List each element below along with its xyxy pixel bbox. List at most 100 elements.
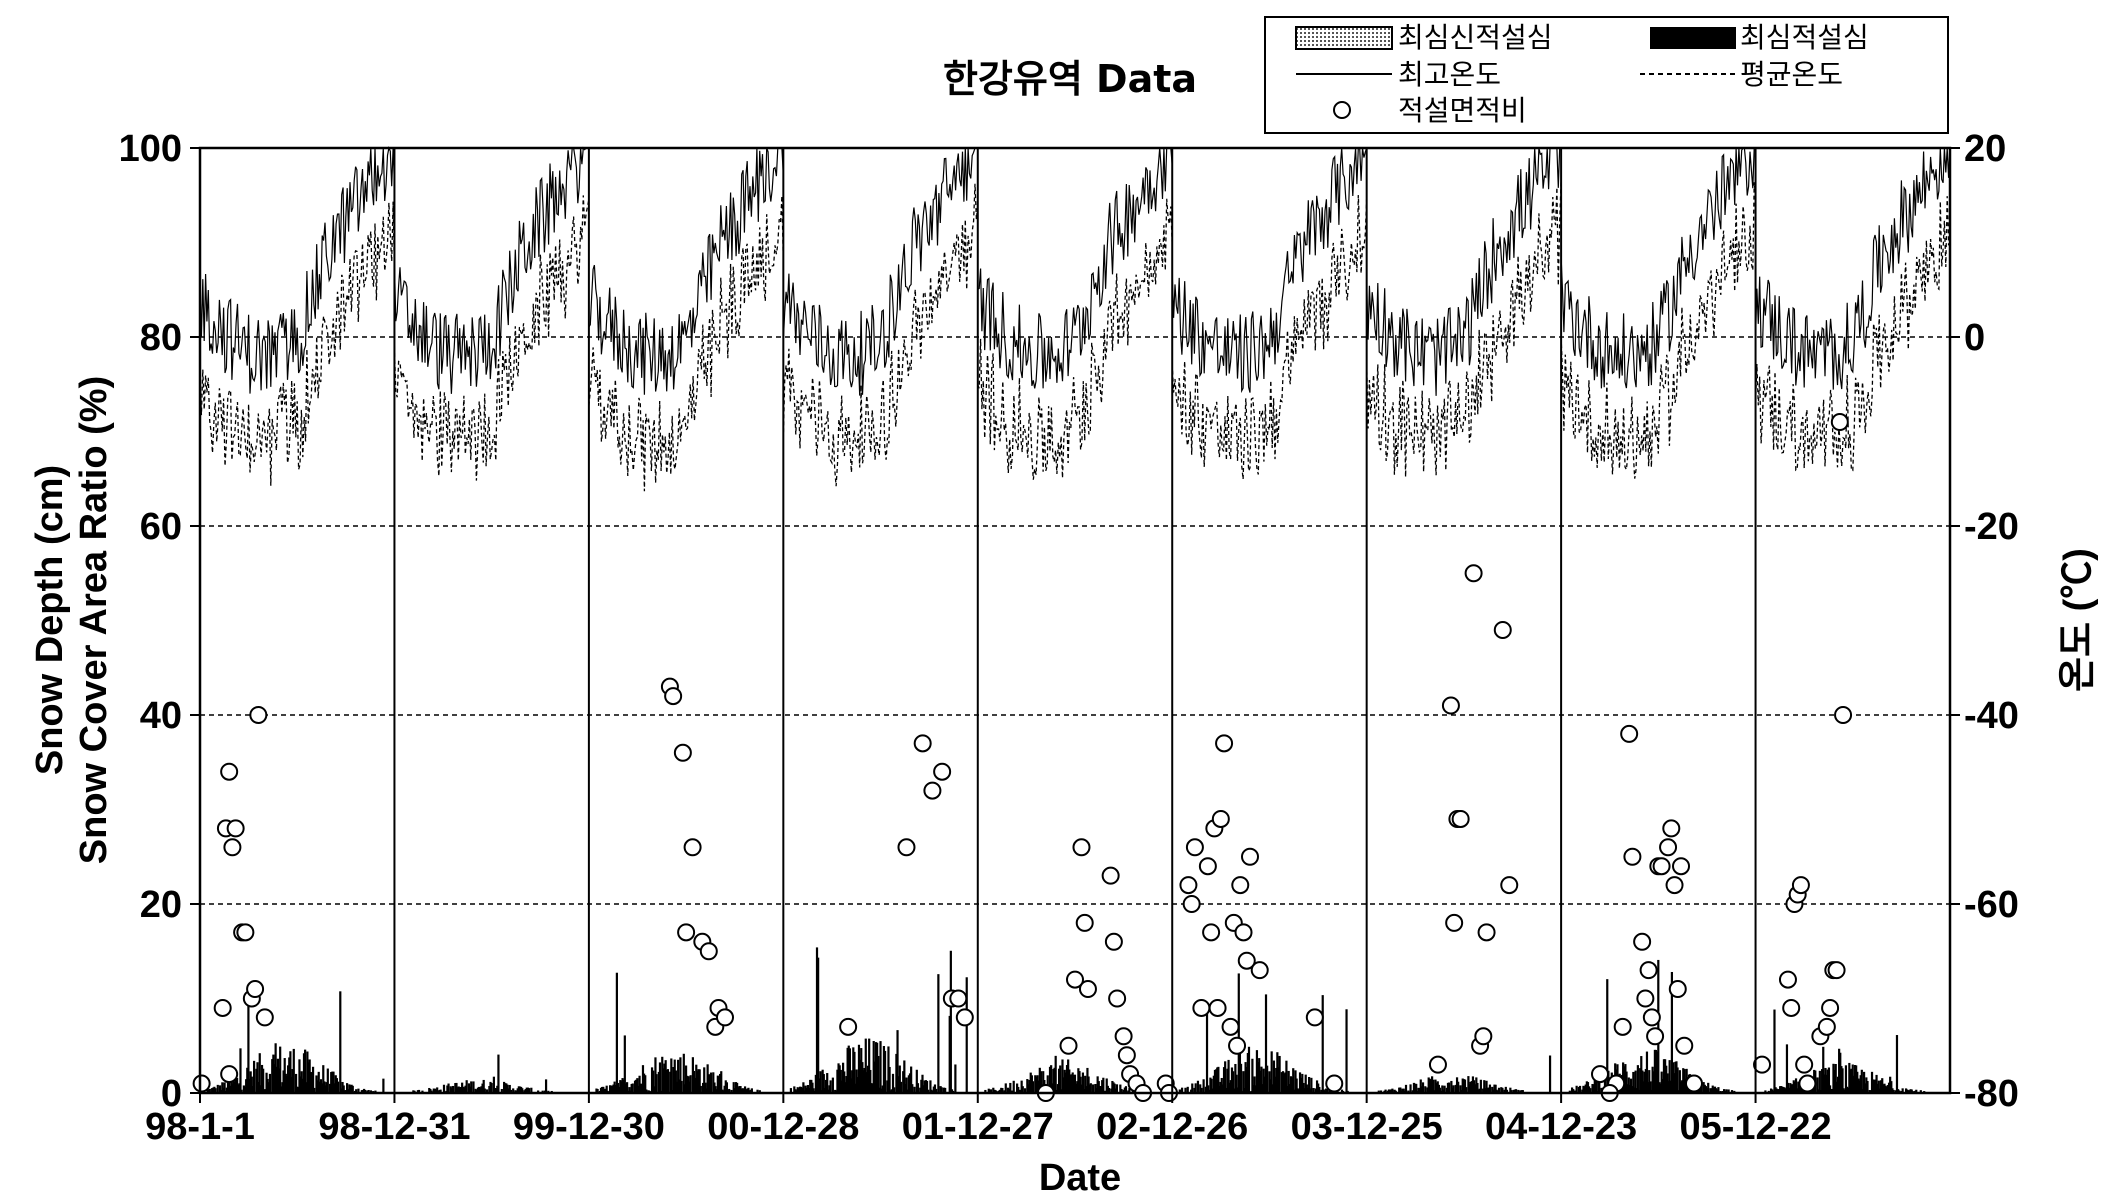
snow-depth-bar bbox=[1070, 1074, 1073, 1093]
snow-depth-bar bbox=[1891, 1088, 1894, 1093]
snow-depth-bar bbox=[1827, 1067, 1831, 1093]
snow-depth-bar bbox=[851, 1070, 854, 1093]
snow-depth-bar bbox=[1707, 1082, 1710, 1093]
snow-depth-bar bbox=[672, 1067, 675, 1093]
snow-depth-bar bbox=[243, 1086, 247, 1093]
snow-depth-bar bbox=[1304, 1074, 1307, 1093]
snow-depth-bar bbox=[1874, 1079, 1877, 1093]
snow-depth-bar bbox=[1632, 1071, 1635, 1093]
snow-depth-bar bbox=[839, 1069, 842, 1093]
snow-depth-bar bbox=[1003, 1090, 1006, 1093]
snow-depth-bar bbox=[1096, 1076, 1099, 1093]
snow-depth-bar bbox=[1816, 1077, 1819, 1093]
scar-point bbox=[1441, 696, 1460, 715]
snow-depth-bar bbox=[457, 1086, 460, 1093]
snow-depth-bar bbox=[1213, 1069, 1217, 1093]
snow-depth-bar bbox=[485, 1089, 489, 1093]
snow-depth-bar bbox=[1317, 1083, 1320, 1093]
snow-depth-bar bbox=[1780, 1086, 1783, 1093]
snow-depth-bar bbox=[889, 1090, 892, 1093]
snow-depth-bar bbox=[468, 1086, 472, 1093]
snow-depth-bar bbox=[822, 1074, 825, 1093]
scar-point bbox=[1684, 1074, 1703, 1093]
snow-depth-bar bbox=[903, 1060, 906, 1093]
snow-depth-bar bbox=[823, 1087, 827, 1093]
scar-point bbox=[1185, 838, 1204, 857]
snow-depth-bar bbox=[1030, 1075, 1033, 1093]
snow-depth-bar bbox=[640, 1083, 643, 1093]
snow-depth-bar bbox=[212, 1087, 215, 1093]
snow-depth-bar bbox=[1842, 1088, 1845, 1093]
snow-depth-bar bbox=[721, 1089, 724, 1093]
snow-depth-bar bbox=[809, 1079, 812, 1093]
scar-point bbox=[1208, 998, 1227, 1017]
snow-depth-bar bbox=[1501, 1087, 1504, 1093]
mean-temp-line bbox=[1171, 194, 1368, 480]
snow-depth-bar bbox=[803, 1090, 806, 1093]
y2-tick-label: -20 bbox=[1964, 506, 2019, 548]
max-temp-line bbox=[1366, 147, 1562, 396]
snow-depth-bar bbox=[694, 1077, 697, 1093]
snow-depth-bar bbox=[876, 1042, 879, 1093]
snow-depth-bar bbox=[619, 1080, 622, 1093]
snow-depth-bar bbox=[1008, 1088, 1011, 1093]
snow-depth-bar bbox=[1101, 1080, 1104, 1093]
snow-depth-bar bbox=[1678, 1070, 1681, 1093]
scar-point bbox=[1117, 1046, 1136, 1065]
snow-depth-bar bbox=[1221, 1084, 1225, 1093]
scar-point bbox=[249, 706, 268, 724]
snow-depth-bar bbox=[1193, 1087, 1196, 1093]
snow-depth-bar bbox=[736, 1082, 739, 1093]
snow-depth-bar bbox=[846, 1047, 849, 1093]
snow-depth-bar bbox=[691, 1057, 694, 1093]
snow-depth-bar bbox=[1514, 1089, 1518, 1093]
snow-depth-bar bbox=[845, 1076, 848, 1093]
snow-depth-bar bbox=[935, 1088, 938, 1093]
scar-point bbox=[1101, 866, 1120, 885]
snow-depth-bar bbox=[1190, 1089, 1193, 1093]
snow-depth-bar bbox=[1862, 1071, 1866, 1093]
snow-depth-bar bbox=[621, 1078, 624, 1093]
snow-depth-bar bbox=[686, 1075, 689, 1093]
snow-depth-bar bbox=[289, 1051, 292, 1093]
snow-depth-bar bbox=[1222, 1067, 1226, 1093]
scar-point bbox=[955, 1008, 974, 1027]
snow-depth-bar bbox=[714, 1086, 717, 1093]
snow-depth-bar bbox=[1637, 1089, 1641, 1093]
y-axis-label-1: Snow Depth (cm) bbox=[29, 465, 71, 775]
snow-depth-bar bbox=[1824, 1067, 1827, 1093]
snow-depth-bar bbox=[1892, 1089, 1895, 1093]
snow-depth-bar bbox=[758, 1090, 761, 1093]
snow-depth-bar bbox=[340, 1088, 343, 1093]
x-tick-label: 98-12-31 bbox=[318, 1106, 470, 1148]
snow-depth-bar bbox=[1053, 1067, 1056, 1093]
scar-point bbox=[1642, 1008, 1661, 1027]
snow-depth-bar bbox=[1835, 1081, 1838, 1093]
snow-depth-bar bbox=[1679, 1081, 1683, 1093]
snow-depth-bar bbox=[1853, 1065, 1857, 1093]
snow-depth-bar bbox=[1665, 1065, 1668, 1093]
snow-depth-bar bbox=[1260, 1066, 1263, 1093]
snow-depth-bar bbox=[1288, 1084, 1291, 1093]
snow-depth-bar bbox=[698, 1069, 701, 1093]
snow-depth-bar bbox=[1894, 1090, 1897, 1093]
snow-depth-bar bbox=[1017, 1086, 1020, 1093]
snow-depth-bar bbox=[361, 1089, 365, 1093]
scar-point bbox=[1241, 847, 1259, 866]
snow-depth-bar bbox=[734, 1082, 738, 1093]
snow-depth-bar bbox=[1212, 1075, 1215, 1093]
snow-depth-bar bbox=[1308, 1077, 1311, 1093]
scar-point bbox=[839, 1017, 858, 1036]
snow-depth-bar bbox=[1769, 1088, 1773, 1093]
snow-depth-bar bbox=[1086, 1067, 1089, 1093]
scar-point bbox=[1659, 838, 1678, 857]
snow-depth-bar bbox=[458, 1087, 461, 1093]
snow-depth-bar bbox=[292, 1048, 295, 1093]
scar-point bbox=[1114, 1027, 1133, 1046]
snow-depth-bar bbox=[364, 1089, 367, 1093]
snow-depth-bar bbox=[890, 1089, 893, 1093]
snow-depth-bar bbox=[1467, 1076, 1470, 1093]
snow-depth-bar bbox=[1572, 1089, 1575, 1093]
snow-depth-bar bbox=[436, 1087, 439, 1093]
snow-depth-bar bbox=[1794, 1078, 1798, 1093]
